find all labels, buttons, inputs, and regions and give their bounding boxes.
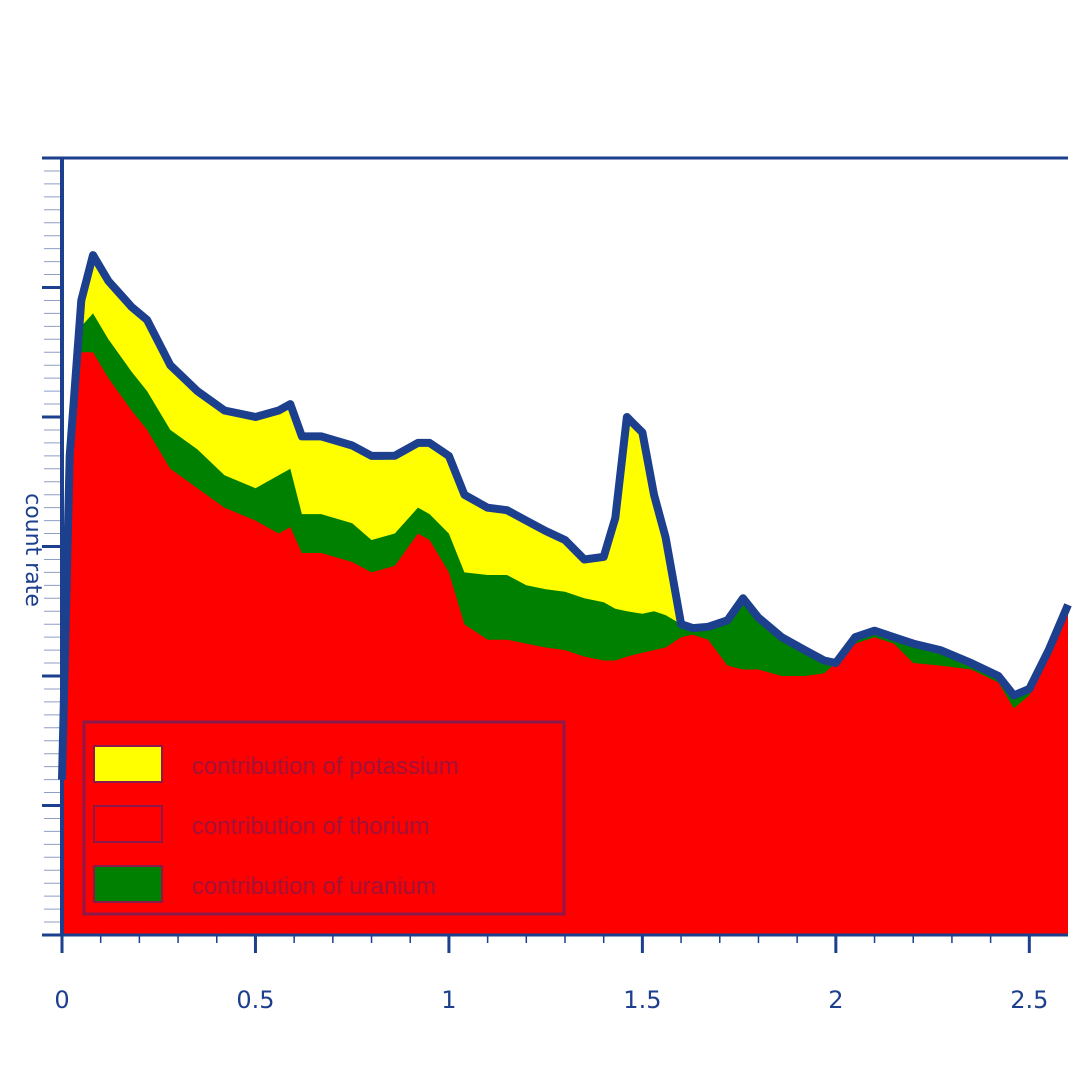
legend: contribution of potassium contribution of…: [82, 720, 566, 916]
x-tick-label: 1.5: [623, 986, 661, 1014]
axes: 0 0.5 1 1.5 2 2.5: [42, 156, 1068, 1014]
legend-swatch: [93, 805, 163, 843]
total-outline: [58, 251, 1072, 780]
x-tick-label: 0.5: [236, 986, 274, 1014]
area-layer: [62, 255, 1068, 936]
legend-swatch: [93, 865, 163, 903]
y-axis-label: count rate: [20, 493, 45, 607]
x-tick-label: 1: [441, 986, 456, 1014]
legend-box: [82, 720, 566, 916]
x-tick-label: 2.5: [1010, 986, 1048, 1014]
legend-label: contribution of uranium: [192, 873, 436, 900]
x-tick-label: 2: [828, 986, 843, 1014]
area-thorium: [62, 352, 1068, 935]
legend-label: contribution of potassium: [192, 753, 459, 780]
x-tick-label: 0: [54, 986, 69, 1014]
legend-swatch: [93, 745, 163, 783]
legend-label: contribution of thorium: [192, 813, 429, 840]
